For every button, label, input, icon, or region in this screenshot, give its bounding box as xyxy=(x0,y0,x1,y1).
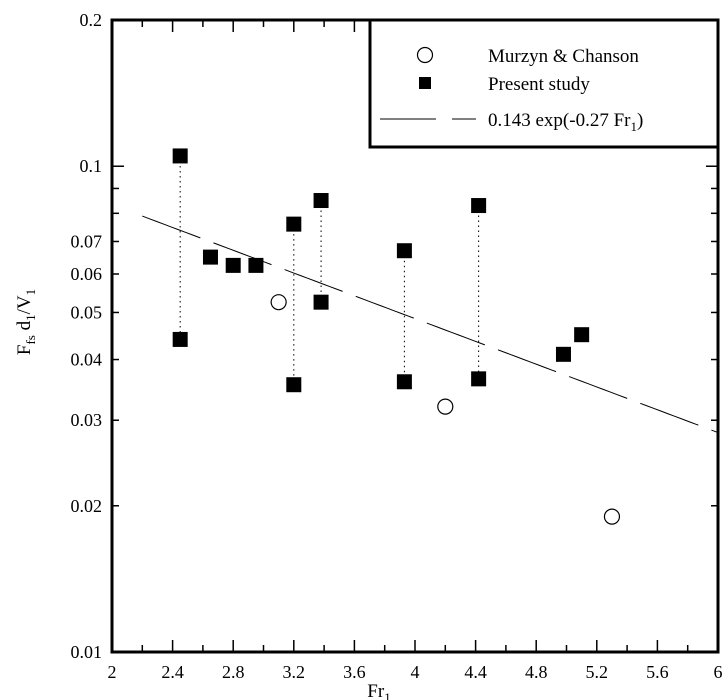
point-murzyn xyxy=(603,508,621,525)
y-tick-label: 0.1 xyxy=(80,156,103,176)
x-tick-label: 2 xyxy=(108,662,117,682)
x-tick-label: 4.8 xyxy=(525,662,548,682)
point-present xyxy=(396,243,412,259)
point-present xyxy=(555,346,571,362)
x-tick-label: 5.2 xyxy=(586,662,609,682)
x-tick-label: 4 xyxy=(411,662,420,682)
markers-layer xyxy=(172,148,621,525)
x-axis-title: Fr1 xyxy=(367,681,390,700)
y-tick-label: 0.2 xyxy=(80,10,103,30)
point-present xyxy=(471,371,487,387)
point-murzyn xyxy=(437,398,454,415)
point-present xyxy=(202,249,218,265)
legend-present-marker xyxy=(419,77,431,89)
point-present xyxy=(225,257,241,273)
x-tick-label: 4.4 xyxy=(464,662,487,682)
x-tick-label: 6 xyxy=(714,662,723,682)
point-murzyn xyxy=(270,294,287,311)
point-present xyxy=(396,374,412,390)
x-tick-label: 3.2 xyxy=(283,662,306,682)
legend-murzyn-marker xyxy=(416,46,434,64)
x-tick-label: 5.6 xyxy=(646,662,669,682)
fit-line-layer xyxy=(142,215,719,434)
y-tick-label: 0.07 xyxy=(71,231,103,251)
legend-murzyn-label: Murzyn & Chanson xyxy=(488,46,639,67)
fit-line xyxy=(142,215,719,434)
legend-fit-label: 0.143 exp(-0.27 Fr1) xyxy=(488,110,643,134)
y-tick-label: 0.06 xyxy=(71,264,103,284)
y-tick-label: 0.03 xyxy=(71,410,103,430)
legend: Murzyn & Chanson Present study 0.143 exp… xyxy=(368,18,720,149)
y-tick-label: 0.05 xyxy=(71,302,103,322)
y-axis-title: Ffs d1/V1 xyxy=(14,289,38,355)
y-tick-label: 0.04 xyxy=(71,350,103,370)
x-tick-label: 2.8 xyxy=(222,662,245,682)
range-lines-layer xyxy=(179,155,480,385)
point-present xyxy=(248,257,264,273)
point-present xyxy=(471,198,487,214)
point-present xyxy=(172,148,188,164)
point-present xyxy=(286,216,302,232)
x-tick-label: 2.4 xyxy=(161,662,184,682)
legend-present-label: Present study xyxy=(488,74,590,95)
y-tick-label: 0.02 xyxy=(71,496,103,516)
point-present xyxy=(313,294,329,310)
point-present xyxy=(172,331,188,347)
y-tick-label: 0.01 xyxy=(71,642,103,662)
point-present xyxy=(286,377,302,393)
point-present xyxy=(574,327,590,343)
point-present xyxy=(313,193,329,209)
x-tick-label: 3.6 xyxy=(343,662,366,682)
